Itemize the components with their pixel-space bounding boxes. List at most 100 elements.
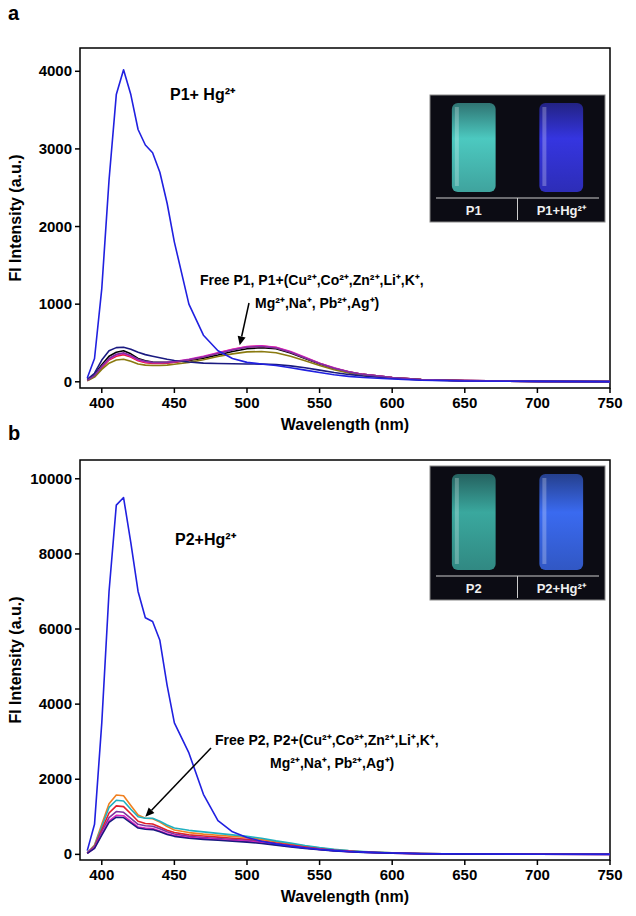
spectrum-line [87,800,610,854]
x-tick [537,860,539,865]
y-tick [75,148,80,150]
y-tick [75,478,80,480]
arrow-head [145,808,154,817]
x-tick [246,388,248,393]
x-tick-label: 500 [234,394,259,411]
y-tick [75,703,80,705]
annotation: P1+ Hg²⁺ [170,86,236,103]
x-tick-label: 750 [597,394,622,411]
x-tick-label: 750 [597,866,622,883]
x-tick [391,388,393,393]
x-tick [174,388,176,393]
x-tick [464,388,466,393]
spectrum-line [87,795,610,854]
x-tick [319,388,321,393]
x-axis-title: Wavelength (nm) [281,416,409,433]
annotation: Free P2, P2+(Cu²⁺,Co²⁺,Zn²⁺,Li⁺,K⁺, [215,732,439,748]
y-tick [75,71,80,73]
vial [452,474,496,570]
x-axis-title: Wavelength (nm) [281,888,409,905]
x-tick-label: 400 [89,394,114,411]
annotation: Free P1, P1+(Cu²⁺,Co²⁺,Zn²⁺,Li⁺,K⁺, [200,272,424,288]
inset-label: P2+Hg²⁺ [537,581,587,596]
inset-label: P2 [466,581,482,596]
annotation: P2+Hg²⁺ [175,531,237,548]
plot-frame [80,48,610,388]
y-tick [75,303,80,305]
figure: 400 450 500 550 600 650 700 750 0 1000 2000 3000 400… [0,0,636,916]
arrow-head [238,336,246,346]
series-group [87,70,610,382]
x-tick [101,860,103,865]
inset-divider [517,198,518,220]
x-tick [391,860,393,865]
vial-highlight [455,478,459,564]
x-tick-label: 550 [307,394,332,411]
y-tick [75,628,80,630]
y-axis-title: FI Intensity (a.u.) [7,154,24,281]
x-tick [246,860,248,865]
annotation-arrow [242,303,249,337]
x-tick-label: 700 [525,866,550,883]
y-tick-label: 0 [64,373,72,390]
y-axis-title: FI Intensity (a.u.) [7,596,24,723]
y-tick [75,553,80,555]
vial-highlight [542,478,546,564]
x-tick [101,388,103,393]
y-tick-label: 3000 [39,140,72,157]
panel-letter: a [8,2,20,24]
spectrum-line [87,806,610,854]
y-tick-label: 2000 [39,218,72,235]
y-tick-label: 0 [64,845,72,862]
x-tick-label: 700 [525,394,550,411]
x-tick-label: 600 [380,866,405,883]
x-tick [464,860,466,865]
x-tick-label: 450 [162,866,187,883]
y-tick-label: 4000 [39,62,72,79]
vial-highlight [542,107,546,186]
vial [539,474,583,570]
inset-photo: P2 P2+Hg²⁺ [430,466,605,600]
inset-label: P1 [466,203,482,218]
inset-background [430,95,605,222]
y-tick-label: 2000 [39,770,72,787]
inset-photo: P1 P1+Hg²⁺ [430,95,605,222]
annotation-arrow [152,748,211,810]
vial [452,103,496,192]
y-tick-label: 4000 [39,695,72,712]
x-tick [174,860,176,865]
y-tick [75,226,80,228]
y-tick-label: 8000 [39,545,72,562]
x-tick-label: 550 [307,866,332,883]
inset-divider [517,576,518,598]
plot-frame [80,460,610,860]
y-tick-label: 10000 [30,470,72,487]
x-tick-label: 500 [234,866,259,883]
y-tick [75,381,80,383]
spectrum-line [87,812,610,855]
spectrum-line [87,70,610,382]
x-tick [609,388,611,393]
y-tick-label: 1000 [39,295,72,312]
panel-letter: b [8,422,20,444]
annotation: Mg²⁺,Na⁺, Pb²⁺,Ag⁺) [255,295,379,311]
x-tick [609,860,611,865]
spectrum-line [87,817,610,854]
y-tick-label: 6000 [39,620,72,637]
x-tick-label: 400 [89,866,114,883]
x-tick-label: 600 [380,394,405,411]
x-tick [319,860,321,865]
panel-b: 400 450 500 550 600 650 700 750 0 2000 4000 6000 800… [7,422,623,905]
x-tick-label: 650 [452,394,477,411]
x-tick-label: 650 [452,866,477,883]
inset-label: P1+Hg²⁺ [537,203,587,218]
inset-background [430,466,605,600]
y-tick [75,778,80,780]
vial-highlight [455,107,459,186]
annotation: Mg²⁺,Na⁺, Pb²⁺,Ag⁺) [270,755,394,771]
y-tick [75,854,80,856]
vial [539,103,583,192]
panel-a: 400 450 500 550 600 650 700 750 0 1000 2000 3000 400… [7,2,623,433]
x-tick-label: 450 [162,394,187,411]
spectrum-line [87,815,610,854]
